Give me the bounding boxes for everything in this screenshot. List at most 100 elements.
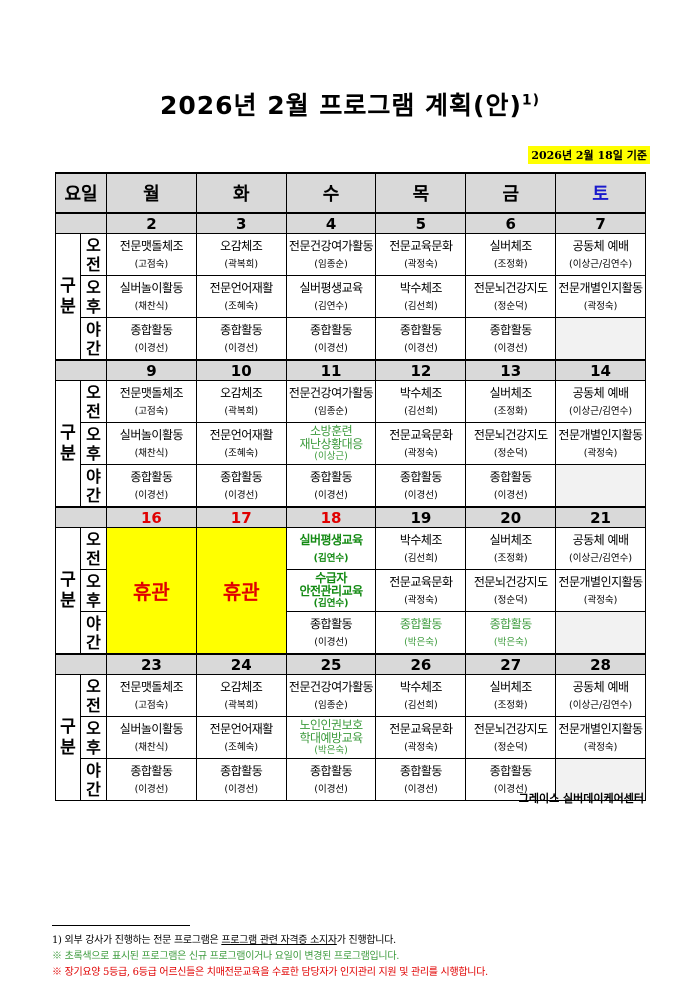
program-name: 전문맷돌체조 [119, 679, 184, 694]
header-row: 요일 월 화 수 목 금 토 [55, 172, 646, 214]
slot-label: 오전 [80, 233, 107, 276]
program-instructor: (김연수) [313, 597, 349, 609]
program-name: 수급자 안전관리교육 [299, 570, 363, 598]
date-cell: 4 [285, 212, 377, 234]
program-instructor: (이경선) [224, 342, 259, 354]
program-instructor: (이경선) [314, 783, 348, 795]
program-instructor: (김연수) [313, 552, 349, 564]
program-instructor: (이경선) [224, 489, 259, 501]
program-instructor: (이경선) [493, 489, 528, 501]
date-cell: 19 [375, 506, 467, 528]
program-name: 종합활동 [489, 469, 533, 484]
program-cell: 전문언어재활 (조혜숙) [195, 422, 287, 465]
program-instructor: (김선희) [404, 552, 438, 564]
center-name: 그레이스 실버데이케어센터 [518, 792, 644, 805]
date-row-spacer [55, 359, 107, 381]
program-instructor: (조정화) [493, 552, 528, 564]
program-name: 종합활동 [220, 322, 263, 337]
closed-cell: 휴관 [106, 527, 197, 655]
program-instructor: (정순덕) [493, 447, 528, 459]
program-cell: 전문언어재활 (조혜숙) [195, 716, 287, 759]
slot-label: 야간 [80, 464, 107, 508]
program-name: 종합활동 [130, 469, 173, 484]
program-name: 종합활동 [220, 469, 263, 484]
program-instructor: (이경선) [493, 783, 528, 795]
program-cell: 실버놀이활동 (채찬식) [106, 275, 197, 318]
slot-label: 오전 [80, 527, 107, 570]
program-name: 실버놀이활동 [119, 280, 184, 295]
day-mon: 월 [106, 172, 197, 214]
program-instructor: (이경선) [314, 489, 348, 501]
slot-row: 오후 실버놀이활동 (채찬식) 전문언어재활 (조혜숙) 소방훈련 재난상황대응 (이상근) 전… [56, 422, 646, 465]
program-name: 실버평생교육 [299, 532, 363, 547]
program-name: 종합활동 [489, 616, 533, 631]
program-instructor: (고점숙) [134, 258, 169, 270]
program-instructor: (박은숙) [493, 636, 528, 648]
program-instructor: (곽정숙) [583, 300, 618, 312]
date-cell: 10 [195, 359, 287, 381]
slot-label: 오후 [80, 716, 107, 759]
program-cell: 종합활동 (이경선) [465, 317, 557, 361]
day-fri: 금 [465, 172, 557, 214]
footnote-red: ※ 장기요양 5등급, 6등급 어르신들은 치매전문교육을 수료한 담당자가 인… [52, 967, 488, 978]
program-instructor: (곽정숙) [404, 594, 438, 606]
program-instructor: (이상근/김연수) [569, 258, 633, 270]
footnote-1-post: 가 진행합니다. [336, 935, 396, 946]
program-instructor: (이경선) [404, 783, 438, 795]
program-instructor: (이상근/김연수) [569, 699, 633, 711]
program-instructor: (이경선) [224, 783, 259, 795]
program-name: 전문개별인지활동 [558, 574, 643, 589]
program-cell: 공동체 예배 (이상근/김연수) [555, 380, 646, 423]
program-name: 공동체 예배 [572, 532, 630, 547]
program-instructor: (채찬식) [134, 741, 169, 753]
program-cell: 수급자 안전관리교육 (김연수) [285, 569, 377, 612]
page-title: 2026년 2월 프로그램 계획(안)1) [0, 86, 700, 122]
program-cell: 박수체조 (김선희) [375, 275, 467, 318]
program-instructor: (채찬식) [134, 447, 169, 459]
program-cell: 종합활동 (이경선) [195, 758, 287, 801]
program-cell: 종합활동 (박은숙) [375, 611, 467, 655]
program-cell: 전문교육문화 (곽정숙) [375, 569, 467, 612]
date-cell: 13 [465, 359, 557, 381]
date-cell: 2 [106, 212, 197, 234]
program-name: 실버체조 [489, 238, 533, 253]
slot-label: 오후 [80, 275, 107, 318]
program-instructor: (김선희) [404, 699, 438, 711]
program-name: 전문교육문화 [389, 721, 453, 736]
program-cell: 종합활동 (이경선) [465, 758, 557, 801]
program-instructor: (박은숙) [404, 636, 438, 648]
program-cell: 공동체 예배 (이상근/김연수) [555, 527, 646, 570]
slot-label: 오전 [80, 674, 107, 717]
program-instructor: (이상근/김연수) [569, 552, 633, 564]
program-cell: 종합활동 (이경선) [375, 317, 467, 361]
program-cell: 전문개별인지활동 (곽정숙) [555, 275, 646, 318]
program-name: 공동체 예배 [572, 238, 630, 253]
date-cell: 16 [106, 506, 197, 528]
program-instructor: (조혜숙) [224, 447, 259, 459]
program-instructor: (김연수) [314, 300, 348, 312]
program-name: 종합활동 [399, 322, 443, 337]
day-sat: 토 [555, 172, 646, 214]
empty-cell [555, 464, 646, 508]
program-name: 종합활동 [309, 616, 353, 631]
date-cell: 28 [555, 653, 646, 675]
slot-row: 야간 종합활동 (이경선) 종합활동 (이경선) 종합활동 (이경선) 종합활동 (이경선) 종합… [56, 317, 646, 361]
program-name: 전문건강여가활동 [288, 385, 374, 400]
program-instructor: (곽정숙) [404, 447, 438, 459]
program-cell: 실버체조 (조정화) [465, 674, 557, 717]
empty-cell [555, 758, 646, 801]
program-name: 실버체조 [489, 385, 533, 400]
program-name: 전문건강여가활동 [288, 679, 374, 694]
program-name: 종합활동 [399, 763, 443, 778]
program-cell: 실버평생교육 (김연수) [285, 275, 377, 318]
date-row-spacer [55, 653, 107, 675]
program-name: 전문교육문화 [389, 238, 453, 253]
program-name: 박수체조 [399, 532, 443, 547]
program-cell: 박수체조 (김선희) [375, 527, 467, 570]
date-cell: 5 [375, 212, 467, 234]
program-name: 전문뇌건강지도 [473, 721, 548, 736]
program-instructor: (조정화) [493, 699, 528, 711]
basis-date: 2026년 2월 18일 기준 [528, 146, 650, 164]
program-name: 종합활동 [220, 763, 263, 778]
